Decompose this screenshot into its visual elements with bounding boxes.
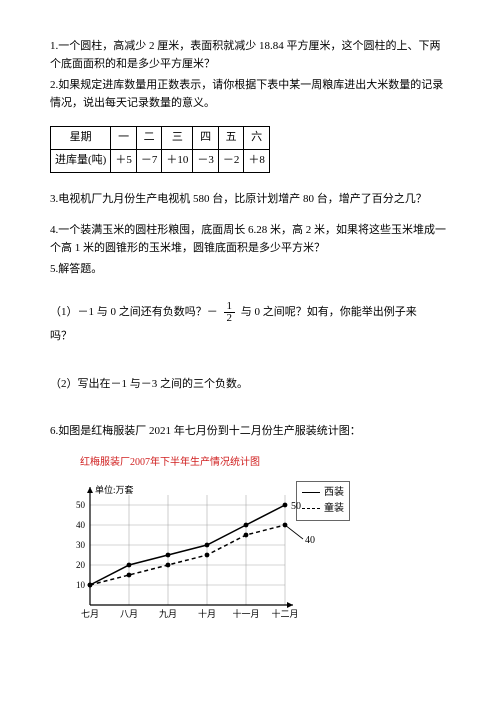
callout-50: 50 (291, 499, 301, 515)
svg-text:50: 50 (76, 500, 86, 510)
th-2: 二 (136, 127, 162, 150)
svg-text:十二月: 十二月 (271, 608, 298, 619)
legend-line-dashed (302, 508, 320, 509)
q5-1-part-a: （1）－1 与 0 之间还有负数吗？－ (50, 306, 218, 318)
td-5: －2 (218, 149, 244, 172)
svg-text:九月: 九月 (159, 609, 177, 619)
table-header-row: 星期 一 二 三 四 五 六 (51, 127, 270, 150)
question-5-1: （1）－1 与 0 之间还有负数吗？－ 1 2 与 0 之间呢？如有，你能举出例… (50, 301, 450, 324)
question-6: 6.如图是红梅服装厂 2021 年七月份到十二月份生产服装统计图： (50, 423, 450, 441)
td-3: ＋10 (162, 149, 193, 172)
svg-text:十月: 十月 (198, 608, 216, 619)
question-2: 2.如果规定进库数量用正数表示，请你根据下表中某一周粮库进出大米数量的记录情况，… (50, 77, 450, 112)
th-day: 星期 (51, 127, 111, 150)
question-1: 1.一个圆柱，高减少 2 厘米，表面积就减少 18.84 平方厘米，这个圆柱的上… (50, 38, 450, 73)
question-4: 4.一个装满玉米的圆柱形粮囤，底面周长 6.28 米，高 2 米，如果将这些玉米… (50, 222, 450, 257)
th-4: 四 (193, 127, 219, 150)
svg-text:30: 30 (76, 540, 86, 550)
legend-label-kids: 童装 (324, 501, 344, 517)
chart-title: 红梅服装厂2007年下半年生产情况统计图 (80, 455, 450, 471)
td-6: ＋8 (244, 149, 270, 172)
td-2: －7 (136, 149, 162, 172)
legend-suit: 西装 (302, 485, 344, 501)
th-6: 六 (244, 127, 270, 150)
q5-1-part-b: 与 0 之间呢？如有，你能举出例子来 (241, 306, 417, 318)
legend-label-suit: 西装 (324, 485, 344, 501)
td-1: ＋5 (111, 149, 137, 172)
th-1: 一 (111, 127, 137, 150)
svg-text:八月: 八月 (120, 609, 138, 619)
legend-kids: 童装 (302, 501, 344, 517)
svg-text:10: 10 (76, 580, 86, 590)
td-label: 进库量(吨) (51, 149, 111, 172)
question-5-2: （2）写出在－1 与－3 之间的三个负数。 (50, 376, 450, 394)
svg-text:七月: 七月 (81, 609, 99, 619)
svg-text:十一月: 十一月 (232, 608, 259, 619)
fraction-half: 1 2 (224, 301, 236, 324)
fraction-denominator: 2 (224, 313, 236, 324)
inventory-table: 星期 一 二 三 四 五 六 进库量(吨) ＋5 －7 ＋10 －3 －2 ＋8 (50, 126, 270, 172)
th-3: 三 (162, 127, 193, 150)
question-5: 5.解答题。 (50, 261, 450, 279)
td-4: －3 (193, 149, 219, 172)
line-chart: 1020304050七月八月九月十月十一月十二月单位:万套 西装 童装 50 4… (50, 475, 330, 625)
question-3: 3.电视机厂九月份生产电视机 580 台，比原计划增产 80 台，增产了百分之几… (50, 191, 450, 209)
chart-legend: 西装 童装 (296, 481, 350, 521)
svg-text:20: 20 (76, 560, 86, 570)
question-5-1c: 吗？ (50, 328, 450, 346)
table-data-row: 进库量(吨) ＋5 －7 ＋10 －3 －2 ＋8 (51, 149, 270, 172)
chart-svg: 10 20 30 40 50 七月 八月 九月 十月 十一月 十二月 单位:万套 (50, 475, 310, 625)
svg-text:单位:万套: 单位:万套 (95, 484, 134, 495)
legend-line-solid (302, 492, 320, 493)
callout-40: 40 (305, 533, 315, 549)
svg-text:40: 40 (76, 520, 86, 530)
th-5: 五 (218, 127, 244, 150)
